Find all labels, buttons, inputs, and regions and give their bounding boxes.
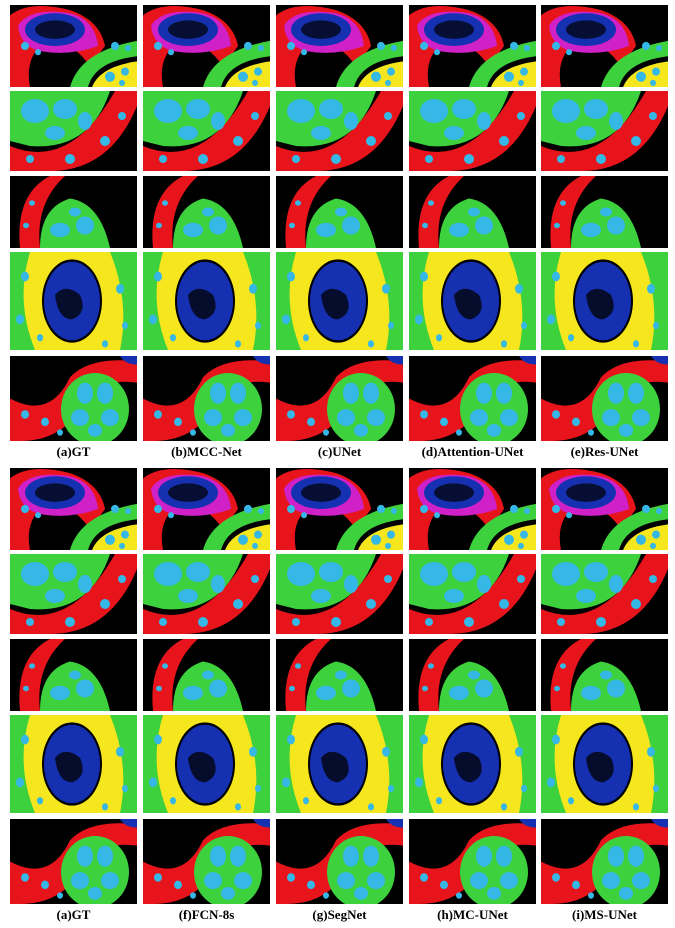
segmentation-image (409, 554, 536, 634)
segmentation-image (10, 5, 137, 87)
segmentation-image (541, 468, 668, 550)
segmentation-image (409, 819, 536, 904)
segmentation-image (409, 91, 536, 171)
segmentation-image (143, 91, 270, 171)
segmentation-image (409, 356, 536, 441)
segmentation-image (276, 252, 403, 350)
panel-label: (e)Res-UNet (571, 444, 640, 459)
segmentation-image (143, 715, 270, 813)
segmentation-image (541, 554, 668, 634)
panel-label: (i)MS-UNet (572, 907, 638, 922)
segmentation-image (143, 5, 270, 87)
segmentation-image (143, 252, 270, 350)
segmentation-image (10, 176, 137, 248)
panel-label: (a)GT (57, 444, 91, 459)
segmentation-image (409, 5, 536, 87)
segmentation-image (541, 356, 668, 441)
segmentation-image (143, 639, 270, 711)
panel-label: (g)SegNet (312, 907, 367, 922)
segmentation-image (409, 176, 536, 248)
panel-label: (b)MCC-Net (171, 444, 242, 459)
segmentation-image (10, 819, 137, 904)
segmentation-image (409, 639, 536, 711)
panel-label: (a)GT (57, 907, 91, 922)
segmentation-image (276, 176, 403, 248)
segmentation-image (276, 91, 403, 171)
segmentation-image (276, 468, 403, 550)
segmentation-image (10, 715, 137, 813)
segmentation-image (541, 252, 668, 350)
segmentation-image (10, 468, 137, 550)
segmentation-image (541, 5, 668, 87)
segmentation-image (541, 176, 668, 248)
segmentation-image (541, 715, 668, 813)
segmentation-image (276, 554, 403, 634)
panel-label: (h)MC-UNet (437, 907, 508, 922)
segmentation-image (409, 468, 536, 550)
segmentation-image (143, 468, 270, 550)
segmentation-image (10, 91, 137, 171)
segmentation-image (143, 176, 270, 248)
panel-label: (d)Attention-UNet (422, 444, 524, 459)
segmentation-image (409, 252, 536, 350)
segmentation-image (541, 639, 668, 711)
segmentation-image (10, 356, 137, 441)
segmentation-image (276, 715, 403, 813)
segmentation-image (276, 819, 403, 904)
segmentation-image (276, 356, 403, 441)
segmentation-image (10, 554, 137, 634)
segmentation-image (143, 554, 270, 634)
segmentation-image (10, 252, 137, 350)
segmentation-image (276, 5, 403, 87)
segmentation-image (143, 819, 270, 904)
segmentation-image (541, 819, 668, 904)
segmentation-image (409, 715, 536, 813)
segmentation-image (10, 639, 137, 711)
segmentation-image (276, 639, 403, 711)
panel-label: (f)FCN-8s (179, 907, 235, 922)
panel-label: (c)UNet (318, 444, 362, 459)
segmentation-image (541, 91, 668, 171)
segmentation-image (143, 356, 270, 441)
